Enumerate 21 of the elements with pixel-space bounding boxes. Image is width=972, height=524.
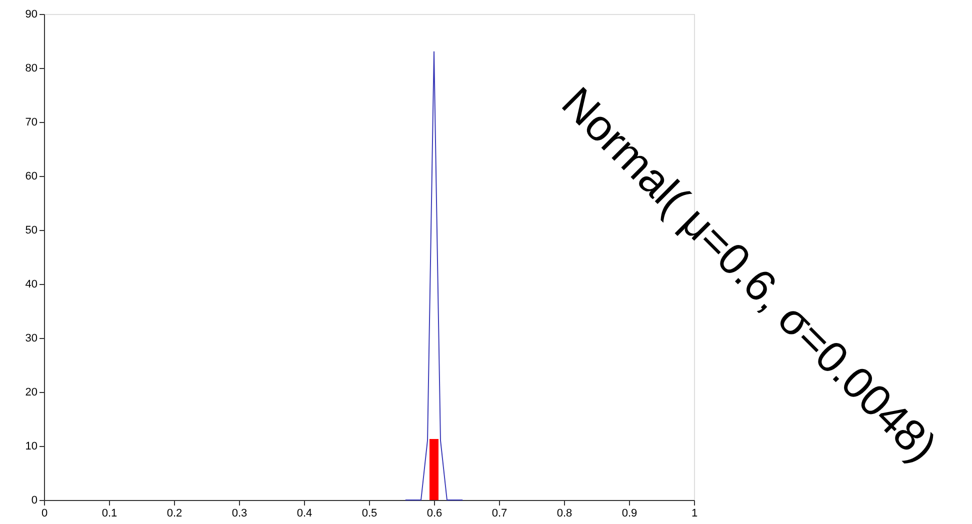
y-tick-label: 0 xyxy=(31,494,38,506)
y-tick-label: 40 xyxy=(25,278,38,290)
x-tick-label: 0.5 xyxy=(362,508,378,520)
y-tick-label: 70 xyxy=(25,116,38,128)
y-tick-label: 10 xyxy=(25,440,38,452)
x-tick-label: 0.4 xyxy=(296,508,312,520)
y-tick-label: 90 xyxy=(25,8,38,20)
y-tick-label: 60 xyxy=(25,170,38,182)
y-tick-label: 50 xyxy=(25,224,38,236)
x-tick-label: 0.3 xyxy=(232,508,248,520)
y-tick-label: 30 xyxy=(25,332,38,344)
y-tick-label: 80 xyxy=(25,62,38,74)
x-tick-label: 0.7 xyxy=(492,508,508,520)
x-tick-label: 0.6 xyxy=(426,508,442,520)
x-tick-label: 0.9 xyxy=(622,508,638,520)
x-tick-label: 0.1 xyxy=(102,508,118,520)
x-tick-label: 0 xyxy=(41,508,48,520)
x-tick-label: 0.8 xyxy=(556,508,572,520)
x-tick-label: 0.2 xyxy=(166,508,182,520)
x-tick-label: 1 xyxy=(691,508,698,520)
y-tick-label: 20 xyxy=(25,386,38,398)
